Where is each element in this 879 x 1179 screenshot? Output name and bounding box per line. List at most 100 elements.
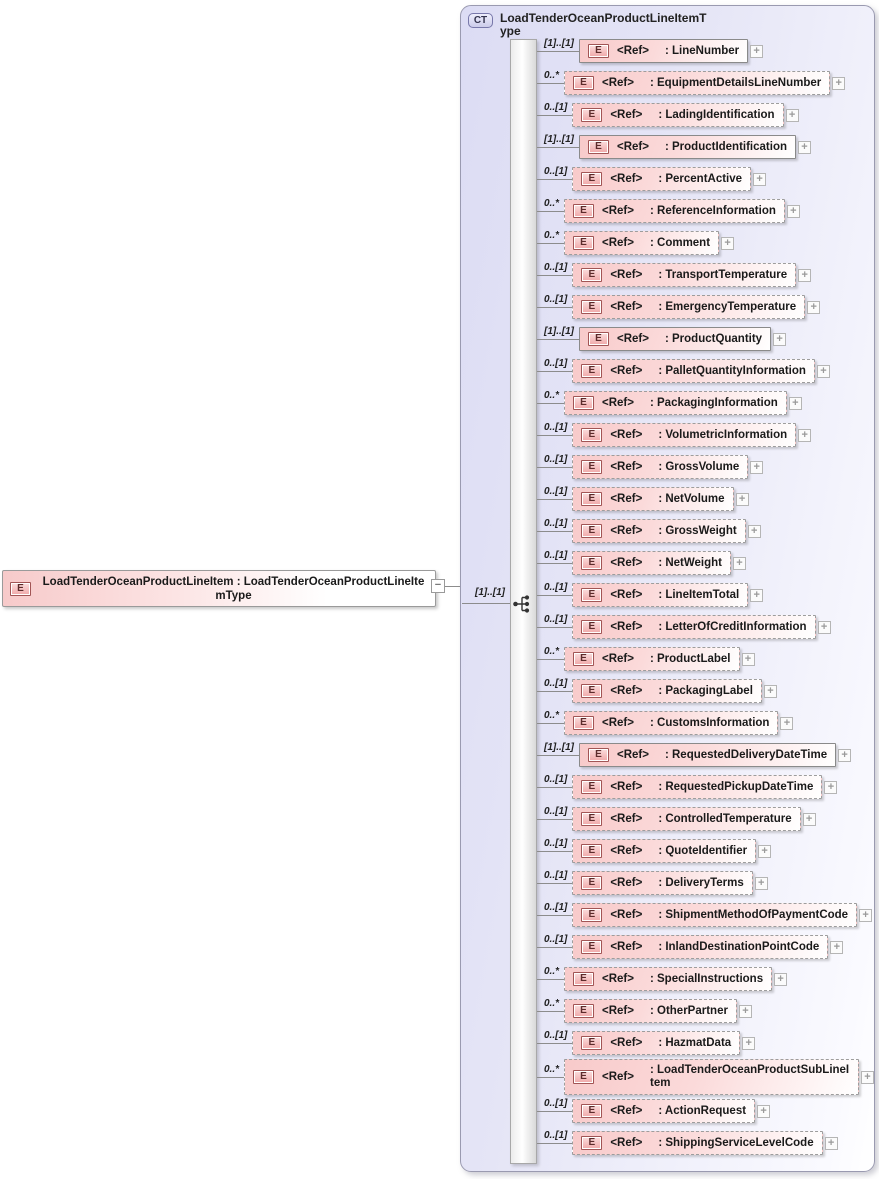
element-ref-box-RequestedDeliveryDateTime[interactable]: E <Ref> : RequestedDeliveryDateTime (579, 743, 837, 767)
expand-icon[interactable]: + (780, 716, 794, 730)
element-ref-box-RequestedPickupDateTime[interactable]: E <Ref> : RequestedPickupDateTime (572, 775, 823, 799)
expand-icon[interactable]: + (750, 44, 764, 58)
element-ref-box-VolumetricInformation[interactable]: E <Ref> : VolumetricInformation (572, 423, 797, 447)
element-ref-box-NetVolume[interactable]: E <Ref> : NetVolume (572, 487, 734, 511)
element-ref-box-ControlledTemperature[interactable]: E <Ref> : ControlledTemperature (572, 807, 801, 831)
expand-icon[interactable]: + (798, 268, 812, 282)
element-ref-box-Comment[interactable]: E <Ref> : Comment (564, 231, 720, 255)
expand-icon[interactable]: + (798, 140, 811, 154)
expand-icon[interactable]: + (747, 524, 761, 538)
expand-icon[interactable]: + (750, 588, 764, 602)
expand-icon[interactable]: + (788, 396, 802, 410)
expand-icon[interactable]: + (750, 460, 764, 474)
element-ref-box-SpecialInstructions[interactable]: E <Ref> : SpecialInstructions (564, 967, 773, 991)
cardinality-label: 0..[1] (544, 901, 568, 913)
ref-keyword: <Ref> (610, 109, 643, 121)
element-badge-icon: E (573, 396, 595, 410)
element-ref-box-QuoteIdentifier[interactable]: E <Ref> : QuoteIdentifier (572, 839, 757, 863)
element-name: : EquipmentDetailsLineNumber (649, 76, 822, 89)
element-badge-icon: E (581, 1104, 603, 1118)
element-ref-row: 0..[1] E <Ref> : ShippingServiceLevelCod… (537, 1127, 874, 1159)
element-ref-row: 0..* E <Ref> : PackagingInformation + (537, 387, 874, 419)
element-name: : ControlledTemperature (658, 812, 792, 825)
element-badge-icon: E (581, 524, 603, 538)
element-ref-box-GrossVolume[interactable]: E <Ref> : GrossVolume (572, 455, 749, 479)
expand-icon[interactable]: + (742, 1036, 756, 1050)
element-ref-box-LoadTenderOceanProductSubLineItem[interactable]: E <Ref> : LoadTenderOceanProductSubLineI… (564, 1059, 859, 1095)
connector-line: 0..[1] (537, 675, 573, 707)
element-ref-box-TransportTemperature[interactable]: E <Ref> : TransportTemperature (572, 263, 797, 287)
expand-icon[interactable]: + (773, 332, 787, 346)
expand-icon[interactable]: + (838, 748, 852, 762)
expand-icon[interactable]: + (861, 1070, 874, 1084)
element-ref-row: [1]..[1] E <Ref> : RequestedDeliveryDate… (537, 739, 874, 771)
element-ref-box-PercentActive[interactable]: E <Ref> : PercentActive (572, 167, 752, 191)
element-ref-box-EquipmentDetailsLineNumber[interactable]: E <Ref> : EquipmentDetailsLineNumber (564, 71, 831, 95)
element-name: : ProductIdentification (664, 140, 787, 153)
element-badge-icon: E (581, 460, 603, 474)
expand-icon[interactable]: + (735, 492, 749, 506)
expand-icon[interactable]: + (859, 908, 873, 922)
expand-icon[interactable]: + (758, 844, 772, 858)
expand-icon[interactable]: + (763, 684, 777, 698)
element-badge-icon: E (581, 1036, 603, 1050)
expand-icon[interactable]: + (757, 1104, 771, 1118)
element-ref-box-LadingIdentification[interactable]: E <Ref> : LadingIdentification (572, 103, 784, 127)
element-ref-box-PackagingLabel[interactable]: E <Ref> : PackagingLabel (572, 679, 762, 703)
connector-line: 0..[1] (537, 931, 573, 963)
element-ref-box-OtherPartner[interactable]: E <Ref> : OtherPartner (564, 999, 737, 1023)
collapse-icon[interactable]: − (431, 579, 445, 593)
element-ref-box-EmergencyTemperature[interactable]: E <Ref> : EmergencyTemperature (572, 295, 806, 319)
connector-line: 0..[1] (537, 803, 573, 835)
ref-keyword: <Ref> (610, 589, 643, 601)
element-ref-box-ProductQuantity[interactable]: E <Ref> : ProductQuantity (579, 327, 772, 351)
cardinality-label: 0..[1] (544, 581, 568, 593)
expand-icon[interactable]: + (824, 780, 838, 794)
root-element-box[interactable]: E LoadTenderOceanProductLineItem : LoadT… (2, 570, 436, 607)
root-element-label: LoadTenderOceanProductLineItem : LoadTen… (39, 575, 428, 603)
cardinality-label: 0..[1] (544, 517, 568, 529)
element-ref-box-ShipmentMethodOfPaymentCode[interactable]: E <Ref> : ShipmentMethodOfPaymentCode (572, 903, 858, 927)
element-badge-icon: E (581, 620, 603, 634)
element-ref-box-GrossWeight[interactable]: E <Ref> : GrossWeight (572, 519, 746, 543)
expand-icon[interactable]: + (817, 620, 831, 634)
connector-line: 0..* (537, 1059, 565, 1095)
element-ref-box-ReferenceInformation[interactable]: E <Ref> : ReferenceInformation (564, 199, 785, 223)
element-ref-row: 0..[1] E <Ref> : GrossWeight + (537, 515, 874, 547)
expand-icon[interactable]: + (754, 876, 768, 890)
element-ref-box-LineNumber[interactable]: E <Ref> : LineNumber (579, 39, 749, 63)
expand-icon[interactable]: + (830, 940, 844, 954)
expand-icon[interactable]: + (824, 1136, 838, 1150)
element-name: : LoadTenderOceanProductSubLineItem (649, 1064, 850, 1089)
cardinality-label: [1]..[1] (544, 133, 574, 145)
expand-icon[interactable]: + (732, 556, 746, 570)
expand-icon[interactable]: + (721, 236, 735, 250)
expand-icon[interactable]: + (798, 428, 812, 442)
expand-icon[interactable]: + (753, 172, 767, 186)
expand-icon[interactable]: + (807, 300, 821, 314)
element-ref-box-InlandDestinationPointCode[interactable]: E <Ref> : InlandDestinationPointCode (572, 935, 829, 959)
expand-icon[interactable]: + (802, 812, 816, 826)
expand-icon[interactable]: + (832, 76, 846, 90)
expand-icon[interactable]: + (774, 972, 788, 986)
element-ref-box-CustomsInformation[interactable]: E <Ref> : CustomsInformation (564, 711, 779, 735)
connector-line: 0..[1] (537, 291, 573, 323)
expand-icon[interactable]: + (816, 364, 830, 378)
element-ref-box-HazmatData[interactable]: E <Ref> : HazmatData (572, 1031, 741, 1055)
element-ref-box-ActionRequest[interactable]: E <Ref> : ActionRequest (572, 1099, 756, 1123)
element-ref-box-PalletQuantityInformation[interactable]: E <Ref> : PalletQuantityInformation (572, 359, 815, 383)
element-ref-box-LineItemTotal[interactable]: E <Ref> : LineItemTotal (572, 583, 749, 607)
element-ref-box-ProductIdentification[interactable]: E <Ref> : ProductIdentification (579, 135, 796, 159)
expand-icon[interactable]: + (741, 652, 755, 666)
element-ref-box-ShippingServiceLevelCode[interactable]: E <Ref> : ShippingServiceLevelCode (572, 1131, 823, 1155)
element-ref-box-DeliveryTerms[interactable]: E <Ref> : DeliveryTerms (572, 871, 753, 895)
element-ref-box-NetWeight[interactable]: E <Ref> : NetWeight (572, 551, 731, 575)
element-ref-box-ProductLabel[interactable]: E <Ref> : ProductLabel (564, 647, 740, 671)
element-ref-box-PackagingInformation[interactable]: E <Ref> : PackagingInformation (564, 391, 787, 415)
connector-line: 0..[1] (537, 163, 573, 195)
expand-icon[interactable]: + (786, 204, 800, 218)
element-ref-box-LetterOfCreditInformation[interactable]: E <Ref> : LetterOfCreditInformation (572, 615, 816, 639)
element-ref-row: [1]..[1] E <Ref> : ProductIdentification… (537, 131, 874, 163)
expand-icon[interactable]: + (785, 108, 799, 122)
expand-icon[interactable]: + (738, 1004, 752, 1018)
